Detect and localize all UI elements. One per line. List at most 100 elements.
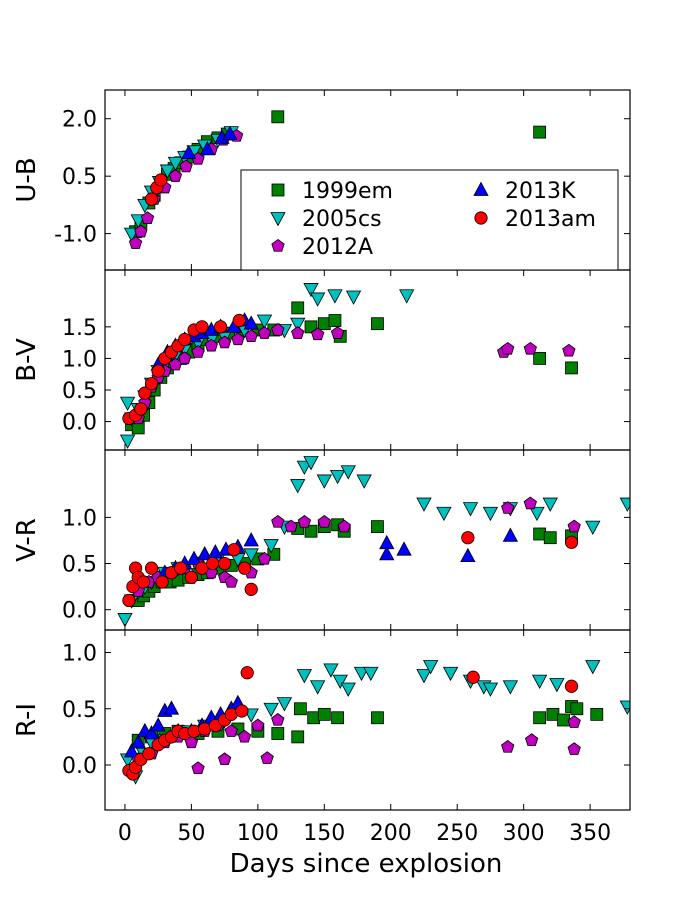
y-tick-label: 1.5 <box>62 316 97 341</box>
data-point-2005cs <box>327 289 343 304</box>
data-point-2005cs <box>585 660 601 675</box>
y-axis-title: V-R <box>12 518 42 562</box>
y-tick-label: 2.0 <box>62 108 97 133</box>
data-point-2013am <box>144 561 159 575</box>
x-tick-label: 100 <box>237 821 279 846</box>
data-point-2012A <box>523 341 537 355</box>
data-point-2013am <box>237 561 252 575</box>
data-point-2012A <box>257 326 272 339</box>
data-point-2013am <box>466 670 480 684</box>
data-point-2013K <box>181 144 197 160</box>
panel-ri: 1.0 0.5 0.0 R-I <box>12 629 631 811</box>
legend-label-2013am: 2013am <box>505 207 596 232</box>
data-point-2013am <box>240 666 254 680</box>
legend-marker-2013am <box>474 211 488 225</box>
data-point-2012A <box>271 323 285 336</box>
x-tick-label: 0 <box>118 821 132 846</box>
data-point-1999em <box>293 702 307 716</box>
data-point-2005cs <box>416 669 432 684</box>
data-point-1999em <box>271 110 285 124</box>
data-point-2012A <box>178 351 192 365</box>
data-point-1999em <box>371 317 384 331</box>
data-point-2012A <box>311 327 325 341</box>
x-axis-title: Days since explosion <box>230 849 503 879</box>
data-point-2012A <box>501 341 515 355</box>
data-point-1999em <box>291 301 305 315</box>
data-point-1999em <box>570 702 584 716</box>
data-point-2012A <box>257 551 272 565</box>
data-point-2005cs <box>340 465 356 480</box>
data-point-2013am <box>144 192 159 206</box>
data-point-2013K <box>143 725 160 740</box>
data-point-2005cs <box>329 469 346 485</box>
data-point-2012A <box>524 733 539 746</box>
y-tick-label: 0.5 <box>62 698 97 723</box>
data-point-2005cs <box>531 674 548 689</box>
data-point-2012A <box>271 713 285 726</box>
data-point-2005cs <box>619 700 630 715</box>
x-tick-label: 50 <box>177 821 205 846</box>
legend-marker-1999em <box>271 183 285 197</box>
legend-marker-2012A <box>271 239 285 252</box>
x-tick-label: 200 <box>370 821 412 846</box>
data-point-1999em <box>307 711 321 725</box>
data-point-2012A <box>501 501 515 514</box>
data-point-2005cs <box>482 682 499 697</box>
data-point-1999em <box>331 711 344 725</box>
data-point-2005cs <box>340 682 356 697</box>
panel-points <box>119 283 578 449</box>
data-point-2013K <box>207 544 223 559</box>
data-point-2013am <box>178 332 192 347</box>
panel-vr: 1.0 0.5 0.0 V-R <box>12 449 631 631</box>
data-point-2013am <box>122 593 136 608</box>
data-point-2012A <box>179 159 193 173</box>
data-point-2005cs <box>332 674 348 689</box>
legend-marker-2013K <box>473 181 489 196</box>
data-point-1999em <box>565 361 578 375</box>
data-point-2013am <box>461 531 475 545</box>
data-point-2005cs <box>316 474 332 489</box>
data-point-2012A <box>244 329 258 342</box>
data-point-2005cs <box>549 678 565 693</box>
data-point-2013K <box>460 547 476 563</box>
data-point-2012A <box>271 515 285 528</box>
data-point-1999em <box>304 320 318 334</box>
data-point-1999em <box>371 520 384 534</box>
data-point-2013am <box>134 402 148 416</box>
panel-points <box>117 456 630 628</box>
data-point-2005cs <box>303 283 319 298</box>
data-point-2012A <box>128 236 143 249</box>
y-tick-label: 0.0 <box>62 599 97 624</box>
data-point-2013am <box>218 556 232 571</box>
data-point-2013am <box>151 364 165 378</box>
data-point-2012A <box>291 326 305 339</box>
y-tick-label: 0.5 <box>62 379 97 404</box>
data-point-2013am <box>136 575 151 589</box>
data-point-2013K <box>197 545 213 561</box>
y-tick-label: -1.0 <box>54 223 97 248</box>
x-tick-label: 150 <box>303 821 345 846</box>
x-tick-label: 350 <box>569 821 611 846</box>
data-point-1999em <box>317 317 331 331</box>
data-point-2005cs <box>323 663 339 678</box>
data-point-1999em <box>533 352 547 365</box>
data-point-2005cs <box>542 497 558 512</box>
y-tick-label: 1.0 <box>62 506 97 531</box>
data-point-2005cs <box>585 520 601 535</box>
y-tick-label: 0.0 <box>62 754 97 779</box>
data-point-1999em <box>533 125 547 139</box>
data-point-2005cs <box>422 660 439 675</box>
data-point-2005cs <box>290 479 306 494</box>
data-point-2013am <box>564 535 579 549</box>
y-axis-title: U-B <box>12 157 42 202</box>
data-point-2013K <box>222 125 238 140</box>
data-point-2012A <box>562 343 576 357</box>
panel-points <box>119 660 630 785</box>
legend: 1999em 2005cs 2012A 2013K 2013am <box>240 169 619 271</box>
data-point-2012A <box>317 515 331 528</box>
y-tick-label: 1.0 <box>62 642 97 667</box>
data-point-2005cs <box>363 666 379 682</box>
data-point-2013am <box>564 679 579 693</box>
data-point-2005cs <box>399 289 415 304</box>
data-point-2012A <box>224 724 238 737</box>
